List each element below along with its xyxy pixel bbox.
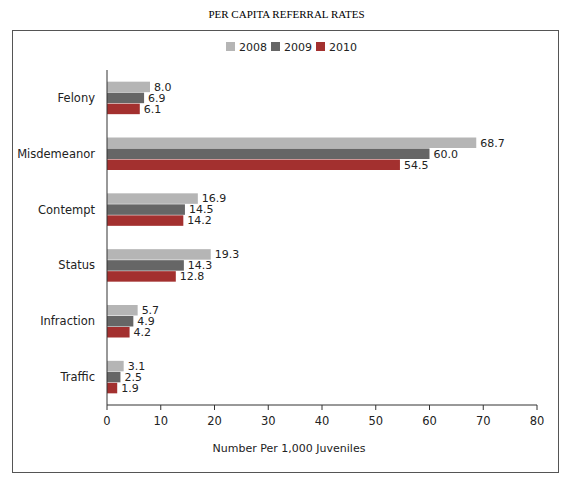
bar xyxy=(107,327,130,338)
title: PER CAPITA REFERRAL RATES xyxy=(208,8,364,20)
tick xyxy=(537,405,538,410)
legend: 2008 2009 2010 xyxy=(226,41,357,54)
tick-label: 40 xyxy=(315,414,330,428)
category-labels: Felony Misdemeanor Contempt Status Infractio… xyxy=(17,91,95,384)
legend-swatch xyxy=(226,42,235,51)
bar xyxy=(107,160,400,171)
bar xyxy=(107,260,184,271)
bar xyxy=(107,93,144,104)
bar xyxy=(107,361,124,372)
category-label: Infraction xyxy=(40,314,95,328)
category-label: Felony xyxy=(58,91,96,105)
tick xyxy=(429,405,430,410)
bar xyxy=(107,104,140,115)
data-label: 6.1 xyxy=(144,103,162,116)
frame xyxy=(13,31,559,473)
data-label: 60.0 xyxy=(434,148,459,161)
tick-label: 80 xyxy=(530,414,545,428)
bar xyxy=(107,82,150,93)
category-label: Contempt xyxy=(38,203,95,217)
data-label: 54.5 xyxy=(404,159,429,172)
data-labels: 8.06.96.168.760.054.516.914.514.219.314.… xyxy=(121,81,505,395)
tick xyxy=(214,405,215,410)
bar xyxy=(107,249,211,260)
legend-label: 2009 xyxy=(284,41,312,54)
x-axis-label: Number Per 1,000 Juveniles xyxy=(213,442,366,455)
data-label: 1.9 xyxy=(121,382,138,395)
bar xyxy=(107,193,198,204)
data-label: 12.8 xyxy=(180,270,205,283)
bar xyxy=(107,372,120,383)
data-label: 4.2 xyxy=(134,326,152,339)
tick-label: 0 xyxy=(103,414,110,428)
bar xyxy=(107,305,138,316)
tick-label: 50 xyxy=(368,414,383,428)
bar xyxy=(107,215,183,226)
legend-label: 2008 xyxy=(239,41,267,54)
category-label: Status xyxy=(58,258,95,272)
tick xyxy=(375,405,376,410)
category-label: Misdemeanor xyxy=(17,147,95,161)
tick xyxy=(268,405,269,410)
chart: PER CAPITA REFERRAL RATES2008200920108.0… xyxy=(0,0,573,480)
tick xyxy=(322,405,323,410)
tick-label: 10 xyxy=(153,414,168,428)
data-label: 14.2 xyxy=(187,214,212,227)
tick-label: 30 xyxy=(261,414,276,428)
category-label: Traffic xyxy=(59,370,95,384)
data-label: 19.3 xyxy=(215,248,240,261)
bar xyxy=(107,316,133,327)
legend-swatch xyxy=(271,42,280,51)
bar xyxy=(107,204,185,215)
bar xyxy=(107,138,476,149)
bar xyxy=(107,149,430,160)
bars xyxy=(107,82,476,394)
bar xyxy=(107,271,176,282)
tick-label: 20 xyxy=(207,414,222,428)
tick-label: 60 xyxy=(422,414,437,428)
legend-swatch xyxy=(316,42,325,51)
data-label: 68.7 xyxy=(480,137,505,150)
tick-label: 70 xyxy=(476,414,491,428)
tick xyxy=(483,405,484,410)
y-axis-line xyxy=(107,70,108,405)
bar xyxy=(107,383,117,394)
legend-label: 2010 xyxy=(329,41,357,54)
tick xyxy=(107,405,108,410)
x-ticks: 0 10 20 30 40 50 60 70 80 xyxy=(103,405,544,428)
tick xyxy=(160,405,161,410)
